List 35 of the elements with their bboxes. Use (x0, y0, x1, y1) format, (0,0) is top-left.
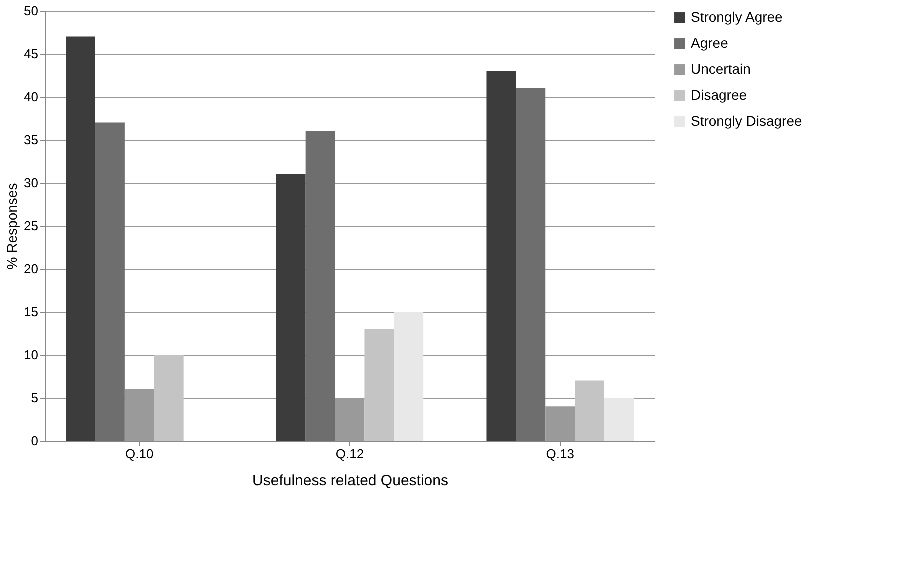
bar (546, 406, 576, 441)
x-axis-title: Usefulness related Questions (252, 472, 448, 490)
x-tick-label: Q.12 (336, 446, 364, 462)
bar (516, 88, 546, 441)
legend-label: Strongly Agree (691, 9, 784, 25)
bar (154, 355, 184, 441)
bar (364, 329, 394, 441)
x-tick-label: Q.10 (126, 446, 154, 462)
y-tick-label: 30 (24, 176, 38, 190)
x-tick-label: Q.13 (546, 446, 574, 462)
bar (604, 398, 634, 441)
bar (66, 36, 96, 441)
y-tick-label: 45 (24, 46, 38, 62)
legend-label: Agree (691, 35, 729, 51)
y-tick-label: 20 (24, 262, 38, 276)
bar (335, 398, 365, 441)
y-tick-label: 10 (24, 348, 38, 362)
bar (486, 71, 516, 441)
bar (124, 389, 154, 441)
bar (276, 174, 306, 441)
y-tick-label: 15 (24, 304, 38, 320)
legend-label: Uncertain (691, 61, 751, 77)
bar (394, 312, 424, 441)
y-tick-label: 5 (31, 390, 38, 406)
bar (575, 380, 605, 441)
y-tick-label: 0 (31, 434, 38, 448)
legend-label: Disagree (691, 87, 748, 103)
y-tick-label: 25 (24, 218, 38, 234)
y-tick-label: 40 (24, 90, 38, 104)
y-tick-label: 35 (24, 132, 38, 148)
legend-label: Strongly Disagree (691, 113, 802, 129)
y-axis-title: % Responses (4, 183, 20, 270)
y-tick-label: 50 (24, 4, 38, 18)
bar (95, 122, 125, 441)
bar (306, 131, 336, 441)
